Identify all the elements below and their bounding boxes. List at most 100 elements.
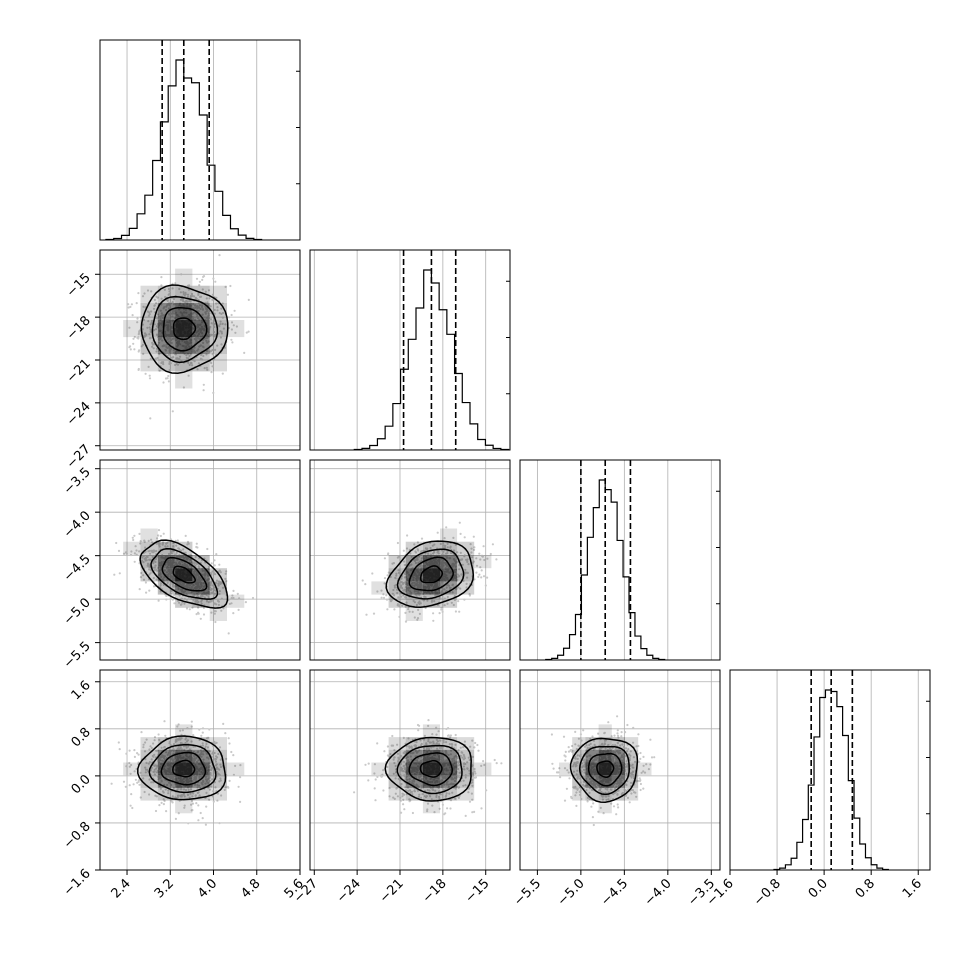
scatter-point xyxy=(489,552,492,556)
scatter-point xyxy=(198,728,201,731)
scatter-point xyxy=(201,308,205,311)
scatter-point xyxy=(201,727,205,730)
scatter-point xyxy=(170,347,173,350)
panel-3-1 xyxy=(353,719,503,818)
density-cell xyxy=(227,762,245,776)
scatter-point xyxy=(207,315,210,318)
scatter-point xyxy=(234,331,237,334)
scatter-point xyxy=(170,356,173,359)
density-cell xyxy=(457,737,475,750)
scatter-point xyxy=(198,284,201,287)
scatter-point xyxy=(199,811,202,815)
scatter-point xyxy=(480,569,483,572)
scatter-point xyxy=(441,610,444,614)
density-cell xyxy=(227,320,245,338)
scatter-point xyxy=(137,368,140,371)
scatter-point xyxy=(468,594,471,597)
scatter-point xyxy=(179,291,182,294)
scatter-point xyxy=(376,775,379,779)
scatter-point xyxy=(438,612,441,615)
scatter-point xyxy=(199,295,203,298)
scatter-point xyxy=(192,302,195,306)
scatter-point xyxy=(205,366,208,369)
scatter-point xyxy=(168,362,171,365)
scatter-point xyxy=(158,804,161,807)
scatter-point xyxy=(201,345,204,348)
scatter-point xyxy=(220,307,223,310)
scatter-point xyxy=(202,613,206,616)
scatter-point xyxy=(638,779,642,783)
scatter-point xyxy=(459,532,462,536)
scatter-point xyxy=(171,287,174,290)
scatter-point xyxy=(380,596,383,599)
density-cell xyxy=(457,568,475,582)
scatter-point xyxy=(147,320,150,323)
scatter-point xyxy=(500,762,503,765)
scatter-point xyxy=(192,318,195,321)
scatter-point xyxy=(158,341,161,344)
scatter-point xyxy=(454,610,457,613)
scatter-point xyxy=(182,291,185,294)
scatter-point xyxy=(216,309,219,312)
density-cell xyxy=(157,320,176,338)
scatter-point xyxy=(195,542,198,545)
scatter-point xyxy=(230,750,233,754)
density-cell xyxy=(175,320,193,338)
scatter-point xyxy=(219,336,222,339)
scatter-point xyxy=(148,374,151,377)
scatter-point xyxy=(184,534,187,538)
scatter-point xyxy=(158,352,161,356)
scatter-point xyxy=(386,574,389,577)
scatter-point xyxy=(206,308,209,311)
scatter-point xyxy=(143,334,146,337)
scatter-point xyxy=(232,612,235,615)
scatter-point xyxy=(239,776,242,779)
scatter-point xyxy=(200,305,204,309)
scatter-point xyxy=(364,763,367,766)
scatter-point xyxy=(133,749,136,752)
scatter-point xyxy=(243,351,246,354)
scatter-point xyxy=(161,316,165,320)
density-cell xyxy=(474,555,492,569)
scatter-point xyxy=(382,596,386,600)
scatter-point xyxy=(195,297,198,300)
scatter-point xyxy=(214,348,217,351)
scatter-point xyxy=(197,804,200,807)
scatter-point xyxy=(149,357,152,360)
scatter-point xyxy=(136,336,139,339)
scatter-point xyxy=(128,346,131,349)
scatter-point xyxy=(485,789,488,792)
scatter-point xyxy=(478,573,481,576)
scatter-point xyxy=(486,576,489,579)
scatter-point xyxy=(113,573,116,576)
scatter-point xyxy=(210,322,213,325)
scatter-point xyxy=(213,312,216,315)
scatter-point xyxy=(141,295,145,298)
scatter-point xyxy=(552,767,555,770)
scatter-point xyxy=(221,372,224,375)
scatter-point xyxy=(213,325,216,329)
scatter-point xyxy=(463,536,466,539)
scatter-point xyxy=(237,785,240,788)
scatter-point xyxy=(202,383,205,386)
scatter-point xyxy=(117,549,121,553)
scatter-point xyxy=(219,320,222,323)
scatter-point xyxy=(171,301,174,304)
scatter-point xyxy=(474,741,477,745)
scatter-point xyxy=(155,347,159,350)
scatter-point xyxy=(155,325,158,328)
scatter-point xyxy=(211,365,214,368)
density-cell xyxy=(440,555,458,569)
scatter-point xyxy=(480,807,483,810)
scatter-point xyxy=(420,537,424,540)
scatter-point xyxy=(229,284,232,288)
scatter-point xyxy=(212,277,215,280)
scatter-point xyxy=(149,328,152,331)
scatter-point xyxy=(124,785,127,788)
scatter-point xyxy=(214,335,217,338)
scatter-point xyxy=(372,612,376,615)
scatter-point xyxy=(208,297,211,300)
panel-3-0 xyxy=(110,720,245,826)
scatter-point xyxy=(164,734,167,737)
scatter-point xyxy=(168,350,171,353)
